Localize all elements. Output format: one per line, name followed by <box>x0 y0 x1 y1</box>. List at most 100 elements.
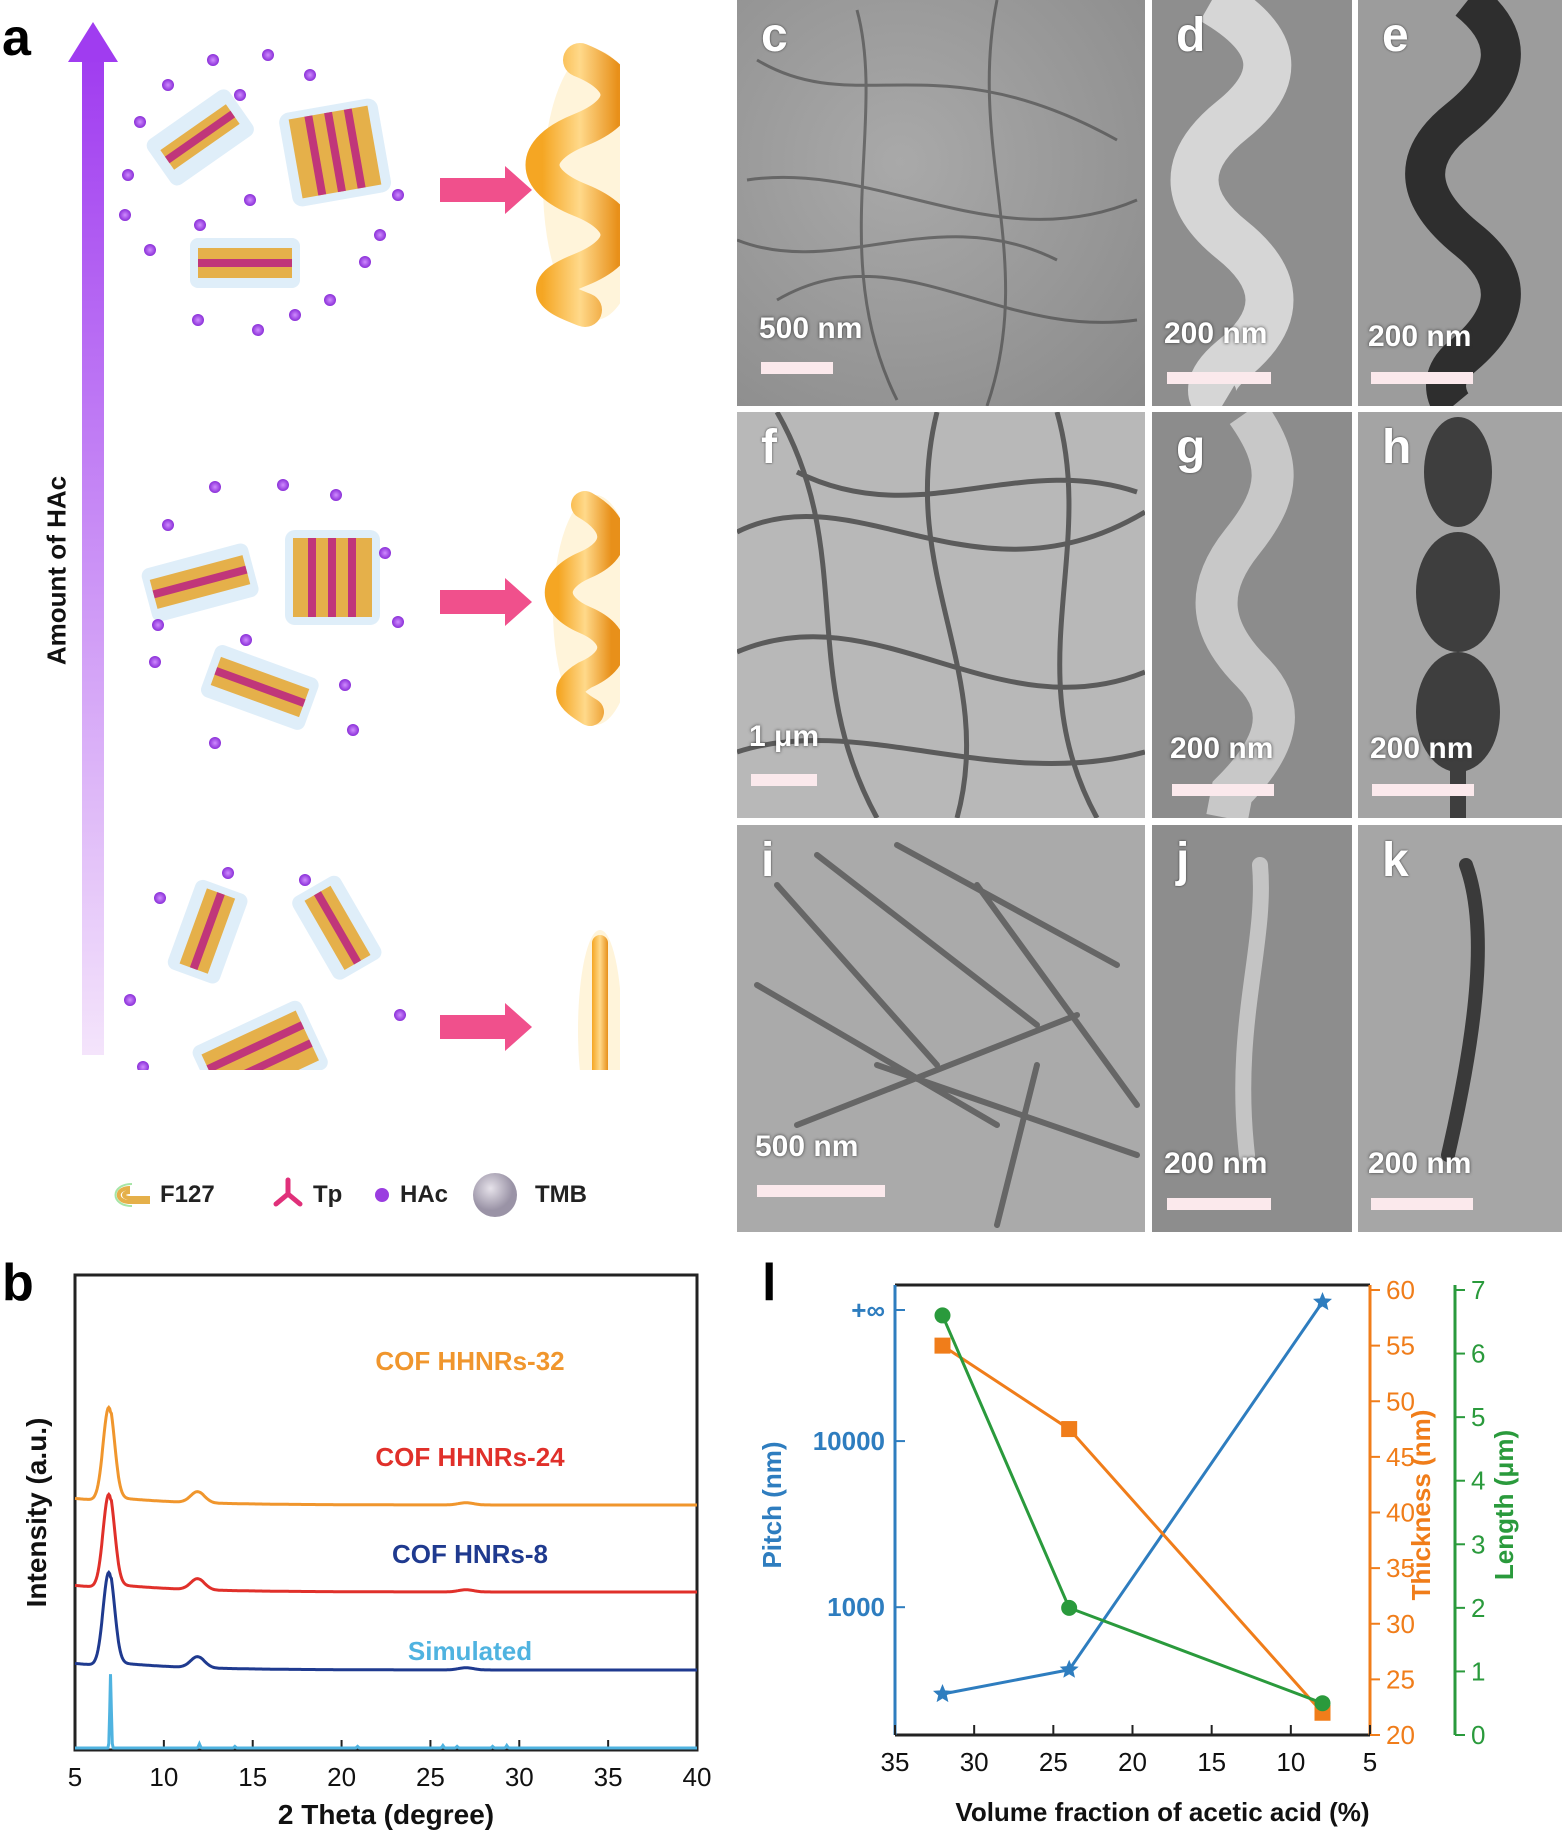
legend-tp: Tp <box>313 1181 343 1208</box>
micelle-cluster-bottom <box>167 875 382 1070</box>
l-thickness-tick-label: 20 <box>1386 1720 1415 1750</box>
xrd-x-tick-label: 25 <box>416 1762 445 1792</box>
tmb-icon <box>473 1173 517 1217</box>
pitch-series-point <box>1313 1292 1332 1311</box>
micrograph-c-scale-bar <box>761 362 833 374</box>
pink-arrow-middle <box>440 578 532 626</box>
hac-axis-label: Amount of HAc <box>41 475 72 666</box>
pitch-series-point <box>1059 1659 1079 1678</box>
micrograph-d: d 200 nm <box>1152 0 1352 406</box>
xrd-series-label: COF HHNRs-24 <box>375 1442 565 1472</box>
micrograph-g-scale-bar <box>1172 784 1274 796</box>
xrd-y-axis-label: Intensity (a.u.) <box>21 1418 52 1608</box>
micrograph-g: g 200 nm <box>1152 412 1352 818</box>
l-length-tick-label: 0 <box>1471 1720 1485 1750</box>
l-length-tick-label: 7 <box>1471 1275 1485 1305</box>
micrograph-k-scale-label: 200 nm <box>1368 1147 1472 1180</box>
l-thickness-tick-label: 35 <box>1386 1553 1415 1583</box>
xrd-x-axis-label: 2 Theta (degree) <box>278 1799 494 1830</box>
micrograph-f-letter: f <box>761 421 777 474</box>
xrd-series-line <box>74 1569 697 1672</box>
length-series-point <box>1314 1695 1331 1712</box>
l-x-tick-label: 25 <box>1039 1747 1068 1777</box>
micelle-cluster-middle <box>141 530 380 730</box>
length-series-point <box>934 1307 951 1324</box>
thickness-series-point <box>1061 1421 1078 1438</box>
micrograph-k-scale-bar <box>1371 1198 1473 1210</box>
micrograph-c-letter: c <box>761 9 788 62</box>
l-thickness-tick-label: 45 <box>1386 1442 1415 1472</box>
l-x-axis-label: Volume fraction of acetic acid (%) <box>955 1797 1369 1827</box>
l-pitch-tick-label: 1000 <box>827 1592 885 1622</box>
f127-icon <box>116 1186 150 1204</box>
micrograph-e-letter: e <box>1382 9 1409 62</box>
l-length-axis-label: Length (μm) <box>1489 1430 1519 1580</box>
xrd-series-line <box>75 1674 697 1750</box>
hac-axis-arrow-head <box>68 22 118 62</box>
micrograph-i: i 500 nm <box>737 825 1145 1232</box>
micelle-cluster-top <box>146 89 391 288</box>
helix-middle <box>544 491 620 726</box>
l-thickness-tick-label: 25 <box>1386 1664 1415 1694</box>
micrograph-h-scale-bar <box>1372 784 1474 796</box>
pink-arrow-bottom <box>440 1003 532 1051</box>
micrograph-g-letter: g <box>1176 421 1206 474</box>
micrograph-k-letter: k <box>1382 834 1409 887</box>
micrograph-h-letter: h <box>1382 421 1412 474</box>
nanorod-bottom <box>578 930 620 1070</box>
xrd-x-tick-label: 20 <box>327 1762 356 1792</box>
l-x-tick-label: 20 <box>1118 1747 1147 1777</box>
xrd-series-label: COF HHNRs-32 <box>375 1346 564 1376</box>
hac-icon <box>375 1188 389 1202</box>
l-thickness-tick-label: 60 <box>1386 1275 1415 1305</box>
micrograph-e: e 200 nm <box>1358 0 1562 406</box>
pink-arrow-top <box>440 166 532 214</box>
length-series-line <box>941 1314 1324 1705</box>
length-series-point <box>1061 1599 1078 1616</box>
micrograph-j-scale-bar <box>1167 1198 1271 1210</box>
micrograph-e-scale-bar <box>1371 372 1473 384</box>
thickness-series-point <box>934 1337 951 1354</box>
l-x-tick-label: 10 <box>1276 1747 1305 1777</box>
xrd-series-label: COF HNRs-8 <box>392 1539 548 1569</box>
micrograph-i-letter: i <box>761 834 775 887</box>
micrograph-e-scale-label: 200 nm <box>1368 320 1472 353</box>
micrograph-j: j 200 nm <box>1152 825 1352 1232</box>
micrograph-f-scale-bar <box>751 774 817 786</box>
f127-icon-outline <box>114 1183 133 1207</box>
tp-icon <box>273 1177 303 1207</box>
helix-top <box>525 43 620 327</box>
micrograph-h: h 200 nm <box>1358 412 1562 818</box>
legend-hac: HAc <box>400 1181 449 1208</box>
panel-a-schematic <box>68 22 620 1070</box>
l-pitch-axis-label: Pitch (nm) <box>757 1441 787 1568</box>
xrd-x-tick-label: 35 <box>594 1762 623 1792</box>
l-pitch-tick-label: +∞ <box>851 1295 885 1325</box>
l-thickness-tick-label: 55 <box>1386 1331 1415 1361</box>
l-thickness-axis-label: Thickness (nm) <box>1406 1410 1436 1601</box>
hac-axis-arrow-shaft <box>82 55 104 1055</box>
l-length-tick-label: 1 <box>1471 1656 1485 1686</box>
l-length-tick-label: 2 <box>1471 1593 1485 1623</box>
hac-molecules <box>119 49 406 1070</box>
micrograph-k: k 200 nm <box>1358 825 1562 1232</box>
micrograph-f-scale-label: 1 μm <box>749 720 820 753</box>
micrograph-c-scale-label: 500 nm <box>759 312 863 345</box>
l-length-tick-label: 3 <box>1471 1529 1485 1559</box>
xrd-x-tick-label: 5 <box>68 1762 82 1792</box>
l-thickness-tick-label: 50 <box>1386 1386 1415 1416</box>
pitch-series-point <box>933 1684 952 1703</box>
micrograph-j-letter: j <box>1176 834 1190 887</box>
l-x-tick-label: 30 <box>960 1747 989 1777</box>
l-x-tick-label: 5 <box>1363 1747 1377 1777</box>
micrograph-c: c 500 nm <box>737 0 1145 406</box>
l-x-tick-label: 15 <box>1197 1747 1226 1777</box>
l-pitch-tick-label: 10000 <box>813 1426 885 1456</box>
micrograph-j-scale-label: 200 nm <box>1164 1147 1268 1180</box>
xrd-plot-frame <box>73 1273 699 1752</box>
l-x-tick-label: 35 <box>881 1747 910 1777</box>
xrd-chart: 5 10 15 20 25 30 35 40 2 Theta (degree) Intensity… <box>21 1273 711 1830</box>
micrograph-d-scale-label: 200 nm <box>1164 317 1268 350</box>
xrd-x-tick-label: 15 <box>238 1762 267 1792</box>
